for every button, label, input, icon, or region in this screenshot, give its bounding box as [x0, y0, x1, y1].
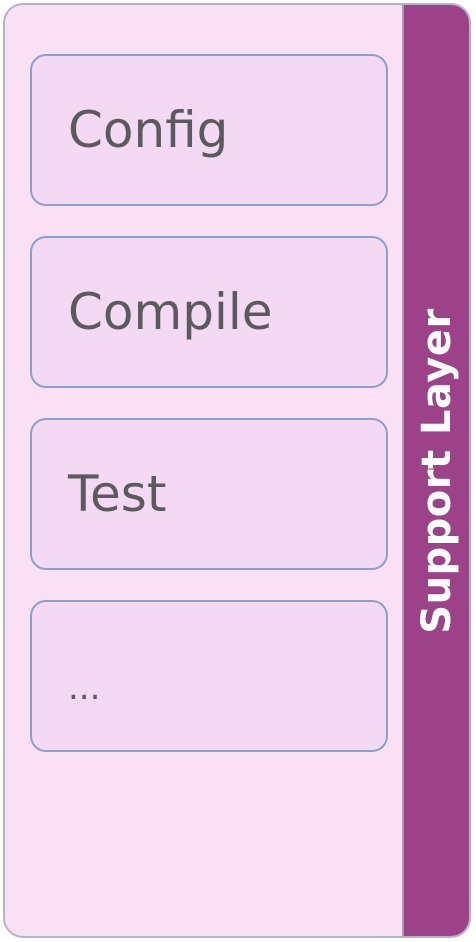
pipeline-panel: Config Compile Test ... Support Layer [3, 3, 471, 938]
stage-label: Test [68, 465, 166, 523]
stage-more: ... [30, 600, 388, 752]
stage-test: Test [30, 418, 388, 570]
stage-compile: Compile [30, 236, 388, 388]
support-layer-bar: Support Layer [402, 5, 469, 936]
support-layer-label: Support Layer [414, 308, 460, 633]
stage-label: ... [68, 668, 100, 708]
stage-config: Config [30, 54, 388, 206]
stage-label: Compile [68, 283, 273, 341]
stage-label: Config [68, 101, 228, 159]
